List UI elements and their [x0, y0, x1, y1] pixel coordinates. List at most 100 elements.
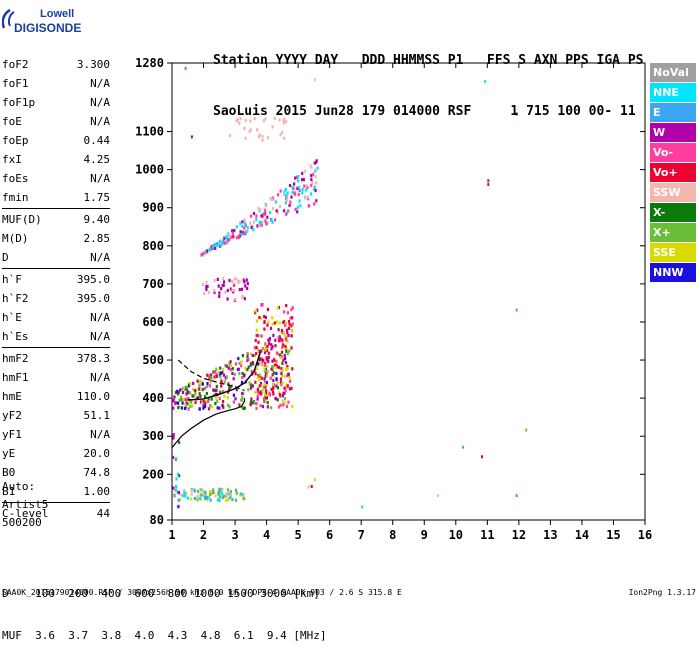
echo-point	[284, 334, 287, 338]
echo-point	[261, 389, 264, 393]
echo-point	[258, 357, 261, 361]
echo-point	[223, 380, 226, 384]
echo-point	[254, 402, 258, 406]
echo-point	[190, 497, 193, 501]
echo-point	[287, 326, 290, 331]
echo-point	[258, 224, 261, 228]
echo-point	[297, 175, 300, 179]
echo-point	[189, 391, 192, 395]
echo-point	[207, 374, 210, 378]
param-value: N/A	[90, 371, 110, 384]
echo-point	[209, 498, 212, 502]
echo-point	[286, 352, 289, 356]
echo-point	[194, 400, 197, 404]
echo-point	[271, 373, 274, 377]
echo-point	[314, 175, 317, 179]
echo-point	[253, 353, 256, 358]
digisonde-logo: Lowell DIGISONDE	[1, 6, 81, 42]
echo-point	[249, 352, 252, 356]
echo-point	[216, 243, 219, 247]
echo-point	[199, 488, 202, 492]
echo-point	[185, 397, 188, 401]
x-tick-label: 15	[606, 528, 620, 542]
echo-point	[246, 230, 249, 234]
echo-point	[256, 128, 259, 132]
echo-point	[217, 370, 220, 374]
echo-point	[218, 406, 221, 410]
echo-point	[243, 297, 246, 301]
echo-point	[198, 387, 201, 391]
echo-point	[283, 386, 286, 390]
echo-point	[265, 396, 269, 400]
echo-point	[287, 209, 290, 213]
echo-point	[279, 377, 282, 381]
echo-point	[263, 377, 266, 381]
polarization-legend: NoVal NNE E W Vo- Vo+ SSW X- X+ SSE NNW	[650, 63, 696, 283]
echo-point	[276, 351, 279, 356]
echo-point	[201, 381, 204, 385]
echo-point	[243, 373, 246, 377]
echo-point	[294, 176, 297, 180]
echo-point	[288, 376, 291, 380]
echo-point	[213, 289, 216, 293]
echo-point	[297, 179, 300, 183]
echo-point	[276, 398, 279, 402]
echo-point	[204, 400, 207, 404]
echo-point	[243, 280, 246, 284]
echo-point	[190, 492, 193, 496]
echo-point	[270, 218, 273, 222]
echo-point	[205, 285, 208, 289]
echo-point	[263, 351, 267, 355]
echo-point	[226, 240, 229, 244]
echo-point	[286, 191, 289, 195]
echo-point	[209, 378, 212, 382]
echo-point	[231, 231, 234, 235]
echo-point	[256, 375, 259, 379]
echo-point	[241, 224, 244, 228]
echo-point	[232, 235, 235, 239]
station-header: Station YYYY DAY DDD HHMMSS P1 FFS S AXN…	[213, 18, 643, 137]
echo-point	[250, 225, 253, 229]
echo-point	[215, 388, 218, 392]
echo-point	[259, 221, 262, 225]
echo-point	[254, 372, 257, 376]
y-tick-label: 1100	[135, 125, 164, 139]
echo-point	[263, 320, 266, 324]
echo-point	[180, 397, 183, 402]
echo-point	[265, 372, 268, 376]
echo-point	[264, 367, 267, 371]
echo-point	[257, 386, 260, 390]
echo-point	[241, 395, 244, 399]
echo-point	[274, 396, 277, 400]
echo-point	[177, 401, 180, 405]
echo-point	[221, 496, 224, 500]
echo-point	[276, 211, 280, 215]
echo-point	[252, 220, 256, 224]
param-name: MUF(D)	[2, 213, 42, 226]
echo-point	[257, 135, 260, 139]
echo-point	[283, 397, 287, 401]
echo-point	[201, 401, 204, 405]
echo-point	[214, 494, 217, 498]
echo-point	[263, 367, 266, 371]
echo-point	[243, 126, 246, 131]
legend-item-nne: NNE	[650, 83, 696, 102]
echo-point	[264, 385, 267, 389]
param-value: 20.0	[83, 447, 111, 460]
echo-point	[231, 498, 234, 502]
echo-point	[280, 383, 283, 387]
x-tick-label: 13	[543, 528, 557, 542]
echo-point	[215, 367, 218, 371]
echo-point	[232, 377, 235, 381]
echo-point	[283, 374, 286, 379]
legend-item-noval: NoVal	[650, 63, 696, 82]
echo-point	[484, 80, 487, 84]
echo-point	[272, 386, 275, 390]
echo-point	[255, 345, 258, 350]
echo-point	[290, 308, 293, 312]
echo-point	[280, 355, 283, 359]
echo-point	[294, 207, 297, 211]
echo-point	[256, 390, 259, 394]
echo-point	[264, 219, 267, 223]
echo-point	[296, 205, 299, 209]
